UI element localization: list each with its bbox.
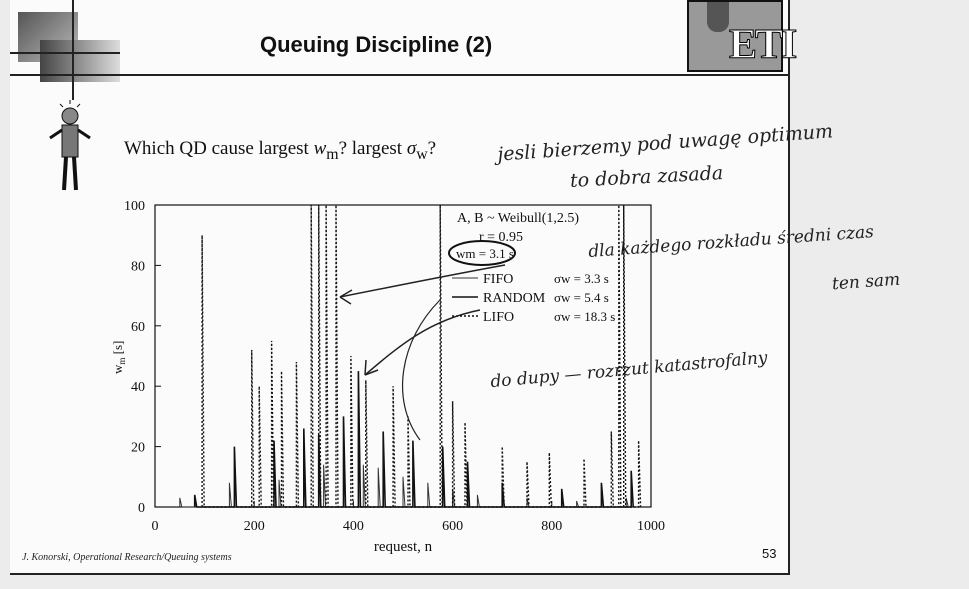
header-vertical-line bbox=[72, 0, 74, 100]
slide: Queuing Discipline (2) ETI Which QD caus… bbox=[10, 0, 798, 575]
x-tick-label: 800 bbox=[541, 519, 562, 534]
y-tick-label: 100 bbox=[124, 199, 145, 214]
annotation-wm: wm = 3.1 s bbox=[456, 246, 514, 261]
footer-credit: J. Konorski, Operational Research/Queuin… bbox=[22, 552, 232, 563]
x-tick-label: 0 bbox=[152, 519, 159, 534]
question-sub: w bbox=[416, 145, 428, 163]
x-tick-label: 1000 bbox=[637, 519, 665, 534]
plot-frame bbox=[154, 204, 652, 508]
question-var: w bbox=[313, 138, 327, 159]
logo-text: ETI bbox=[728, 22, 797, 68]
crest-icon bbox=[707, 2, 729, 32]
handwritten-arrowhead-1 bbox=[339, 289, 353, 305]
header-horizontal-line bbox=[10, 52, 120, 54]
series-random-line bbox=[193, 371, 634, 508]
question-part: Which QD cause largest bbox=[124, 138, 314, 159]
x-axis-label: request, n bbox=[374, 539, 433, 555]
thinking-man-icon bbox=[49, 100, 91, 191]
x-tick-label: 400 bbox=[343, 519, 364, 534]
question-sub: m bbox=[326, 145, 339, 163]
y-tick-label: 0 bbox=[138, 501, 145, 516]
series-lifo-line bbox=[201, 204, 642, 508]
x-tick-label: 600 bbox=[442, 519, 463, 534]
page-number: 53 bbox=[762, 546, 777, 561]
question-text: Which QD cause largest wm? largest σw? bbox=[124, 138, 436, 164]
handwritten-arrowhead-2 bbox=[364, 359, 379, 376]
handwritten-stroke bbox=[401, 299, 441, 441]
y-tick-label: 80 bbox=[131, 259, 145, 274]
x-tick-label: 200 bbox=[244, 519, 265, 534]
wm-highlight-circle bbox=[448, 240, 516, 266]
legend-sigma-fifo: σw = 3.3 s bbox=[554, 271, 609, 286]
legend-sigma-lifo: σw = 18.3 s bbox=[554, 309, 615, 324]
header-rule bbox=[10, 74, 788, 76]
legend-label-fifo: FIFO bbox=[483, 272, 513, 287]
handwritten-arrow-1 bbox=[339, 264, 506, 298]
legend-label-random: RANDOM bbox=[483, 291, 546, 306]
handwritten-arrow-2 bbox=[364, 309, 481, 376]
y-tick-label: 60 bbox=[131, 320, 145, 335]
annotation-distribution: A, B ~ Weibull(1,2.5) bbox=[457, 211, 579, 226]
legend-label-lifo: LIFO bbox=[483, 310, 514, 325]
y-tick-label: 40 bbox=[131, 380, 145, 395]
question-part: ? largest bbox=[338, 138, 407, 159]
legend-sigma-random: σw = 5.4 s bbox=[554, 290, 609, 305]
slide-title: Queuing Discipline (2) bbox=[260, 32, 493, 57]
y-axis-label: wm [s] bbox=[110, 341, 127, 374]
question-part: ? bbox=[427, 138, 437, 159]
y-tick-label: 20 bbox=[131, 441, 145, 456]
question-var: σ bbox=[406, 138, 417, 159]
faculty-logo: ETI bbox=[687, 0, 798, 72]
